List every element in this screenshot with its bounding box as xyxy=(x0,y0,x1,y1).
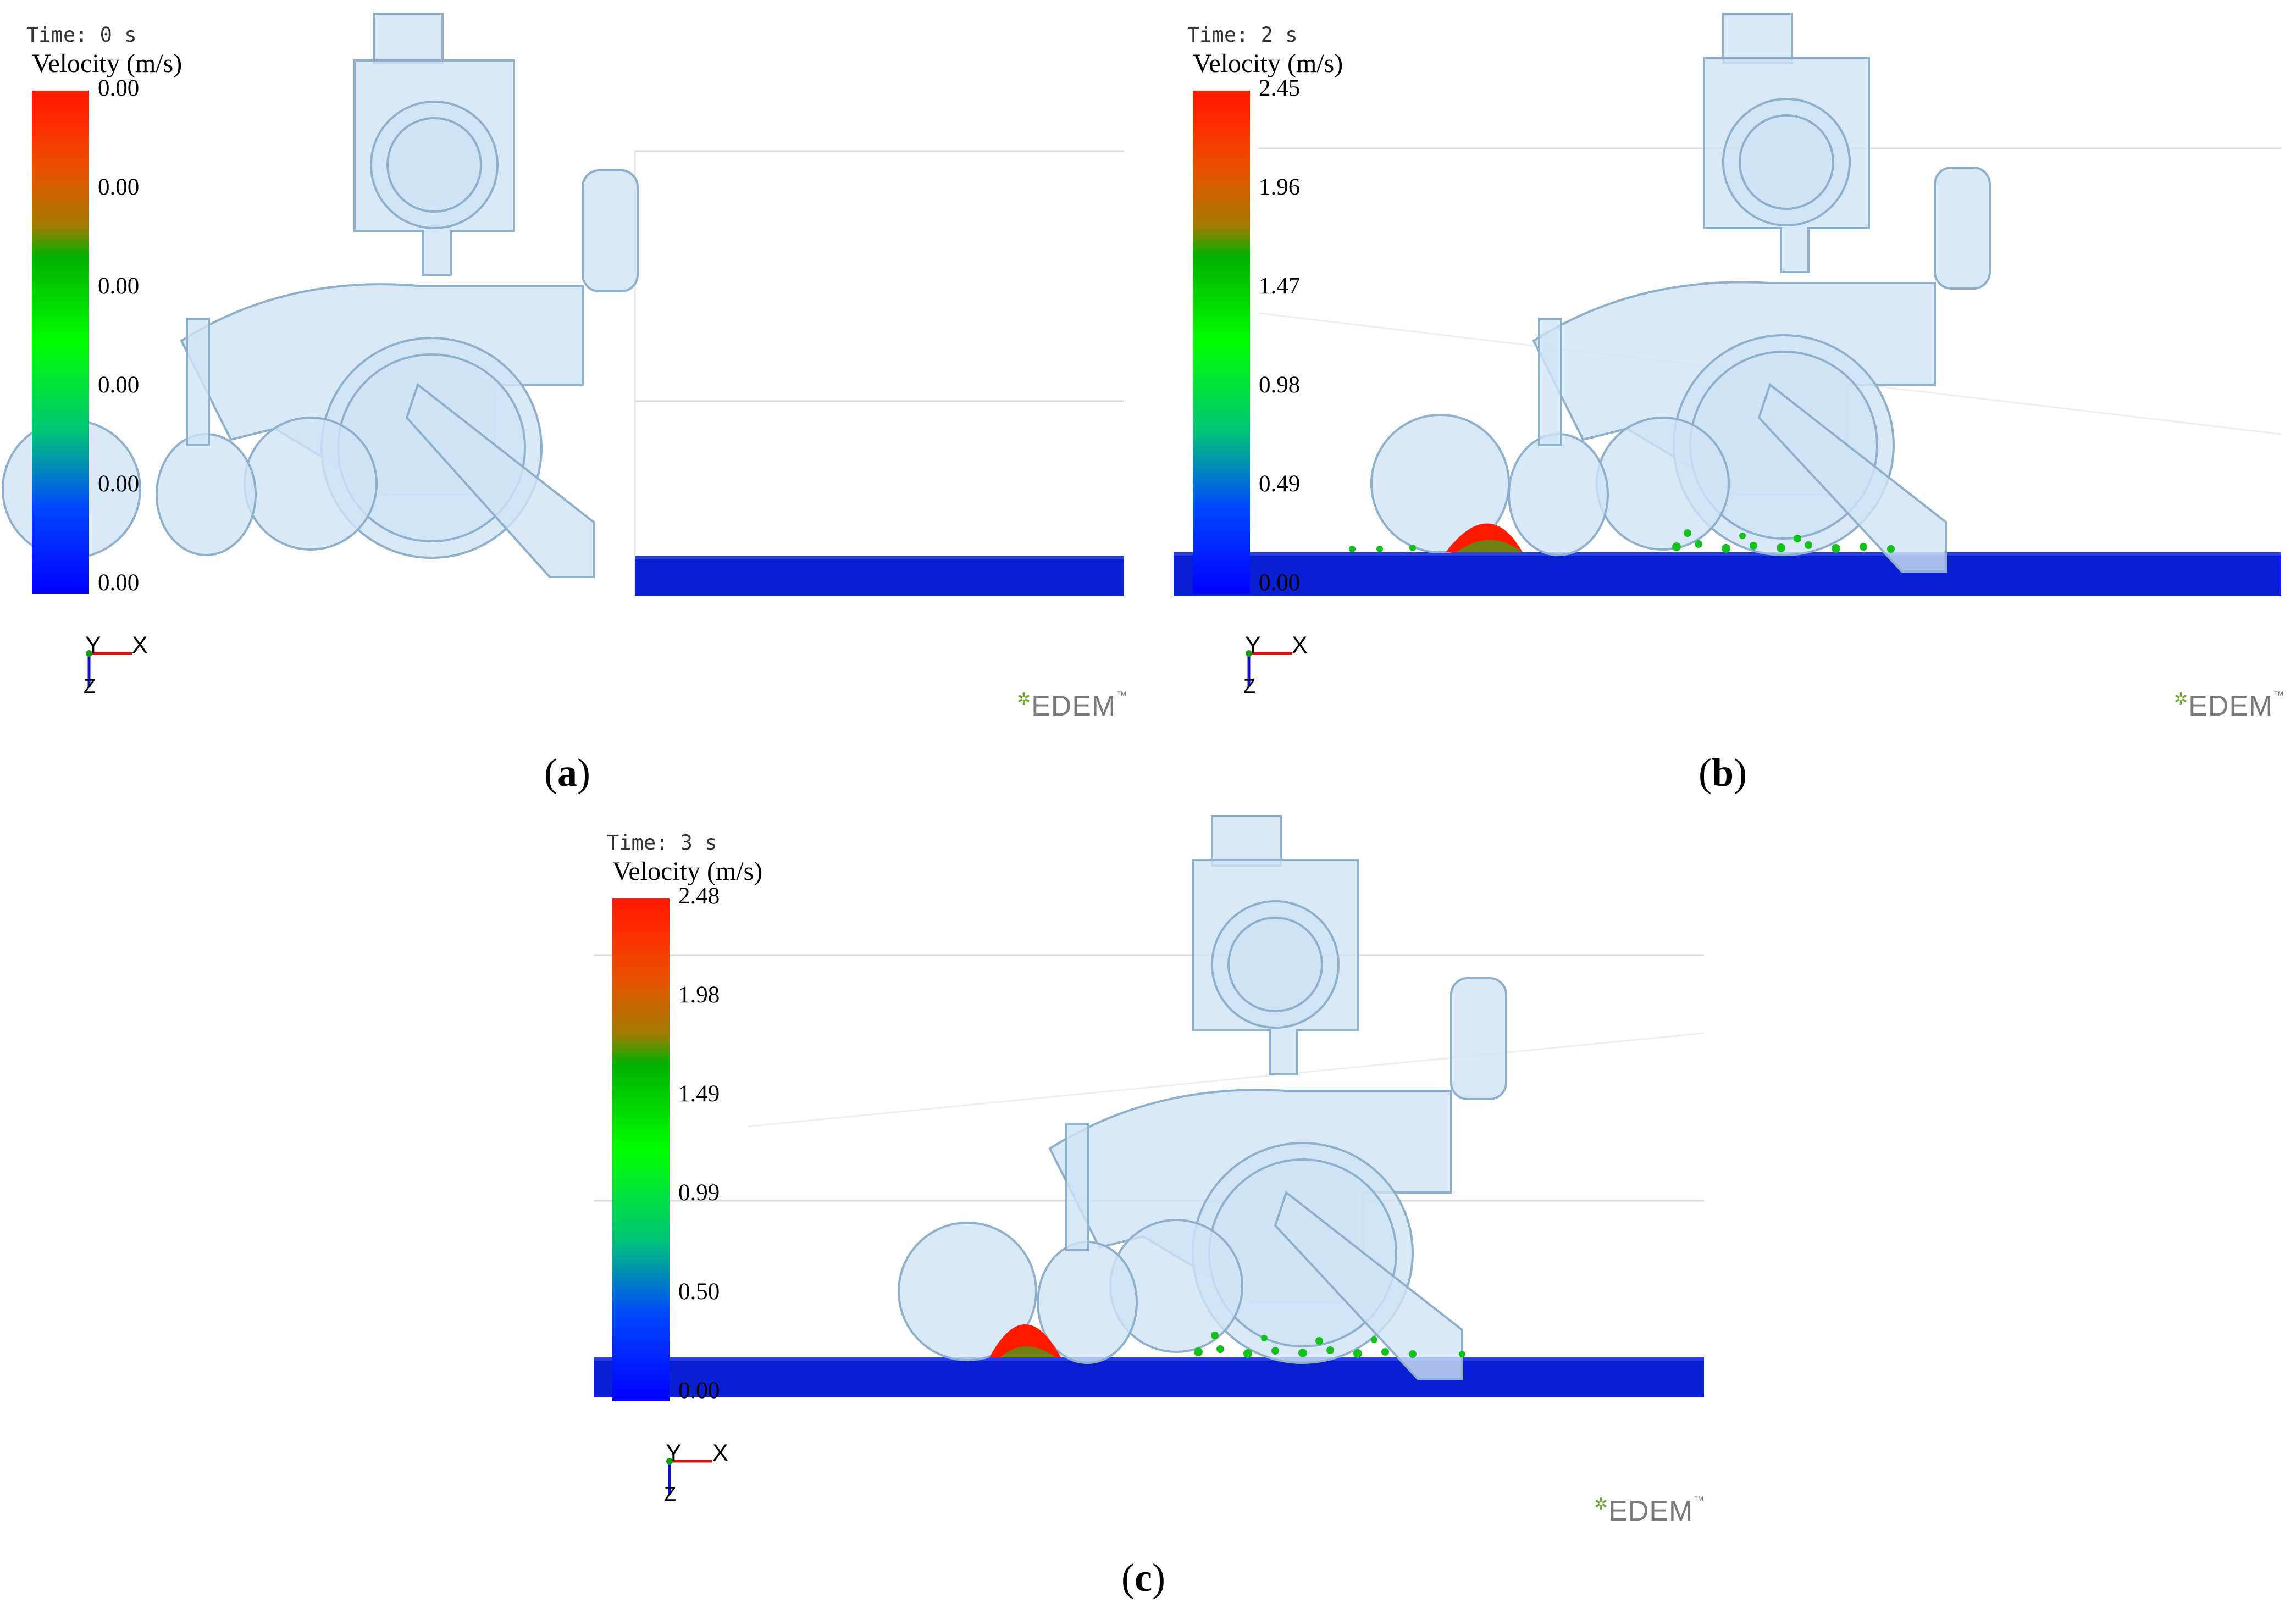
colorbar-title: Velocity (m/s) xyxy=(32,49,182,78)
seed-hopper xyxy=(373,13,444,64)
axis-x-label: X xyxy=(1292,632,1308,658)
colorbar-tick: 1.49 xyxy=(678,1081,720,1107)
axis-z-label: Z xyxy=(84,675,96,697)
axis-z-label: Z xyxy=(664,1483,676,1505)
simulation-scene-c xyxy=(594,815,1705,1397)
colorbar-tick: 1.47 xyxy=(1259,273,1301,299)
colorbar-tick: 0.00 xyxy=(98,570,140,596)
opener-disc xyxy=(1508,433,1609,556)
colorbar-tick: 1.98 xyxy=(678,982,720,1008)
edem-logo: ✲EDEM™ xyxy=(1017,690,1128,722)
caption-a: (a) xyxy=(544,751,590,795)
panel-c: Time: 3 s Velocity (m/s) 2.48 1.98 1.49 … xyxy=(583,808,1742,1614)
axis-triad xyxy=(86,650,132,687)
colorbar-tick: 0.99 xyxy=(678,1180,720,1206)
axis-y-label: Y xyxy=(85,632,101,658)
edem-logo: ✲EDEM™ xyxy=(1594,1495,1705,1527)
edem-mark-icon: ✲ xyxy=(2174,690,2189,708)
colorbar xyxy=(612,898,670,1401)
gauge-wheel xyxy=(898,1222,1037,1361)
panel-a: Time: 0 s Velocity (m/s) 0.00 0.00 0.00 … xyxy=(0,0,1149,813)
colorbar-tick: 0.00 xyxy=(98,75,140,101)
colorbar-tick: 0.50 xyxy=(678,1279,720,1305)
edem-mark-icon: ✲ xyxy=(1594,1495,1609,1513)
soil-bed xyxy=(1174,552,2281,596)
colorbar-tick: 0.00 xyxy=(98,174,140,200)
colorbar-title: Velocity (m/s) xyxy=(612,857,763,886)
seed-hopper xyxy=(1722,13,1793,64)
time-label: Time: 2 s xyxy=(1187,23,1298,47)
axis-y-label: Y xyxy=(1245,632,1261,658)
time-label: Time: 0 s xyxy=(26,23,137,47)
colorbar-title: Velocity (m/s) xyxy=(1193,49,1343,78)
closing-wheel xyxy=(1596,417,1730,551)
colorbar-tick: 0.00 xyxy=(1259,570,1301,596)
colorbar-tick: 0.00 xyxy=(98,471,140,497)
time-label: Time: 3 s xyxy=(607,831,717,855)
colorbar-tick: 2.45 xyxy=(1259,75,1301,101)
simulation-scene-b xyxy=(1174,13,2282,596)
colorbar-tick: 0.00 xyxy=(98,273,140,299)
axis-x-label: X xyxy=(712,1440,728,1466)
axis-z-label: Z xyxy=(1243,675,1255,697)
colorbar-tick: 0.98 xyxy=(1259,372,1301,398)
seed-particle-heap xyxy=(989,1324,1061,1357)
axis-triad xyxy=(1246,650,1292,687)
opener-disc xyxy=(156,433,257,556)
soil-bed xyxy=(594,1357,1704,1397)
simulation-scene-a xyxy=(2,13,1124,596)
axis-triad xyxy=(666,1458,712,1495)
seed-hopper xyxy=(1211,815,1282,867)
closing-wheel xyxy=(244,417,378,551)
edem-mark-icon: ✲ xyxy=(1017,690,1032,708)
edem-logo: ✲EDEM™ xyxy=(2174,690,2285,722)
panel-b: Time: 2 s Velocity (m/s) 2.45 1.96 1.47 … xyxy=(1149,0,2296,813)
colorbar-tick: 0.00 xyxy=(98,372,140,398)
axis-x-label: X xyxy=(132,632,148,658)
caption-c: (c) xyxy=(1121,1556,1165,1600)
colorbar-tick: 2.48 xyxy=(678,883,720,909)
colorbar xyxy=(1193,91,1250,594)
caption-b: (b) xyxy=(1699,751,1747,795)
colorbar-tick: 1.96 xyxy=(1259,174,1301,200)
colorbar-tick: 0.49 xyxy=(1259,471,1301,497)
colorbar xyxy=(32,91,89,594)
soil-bed xyxy=(635,556,1124,596)
gauge-wheel xyxy=(1370,414,1510,553)
colorbar-tick: 0.00 xyxy=(678,1378,720,1404)
axis-y-label: Y xyxy=(666,1440,682,1466)
